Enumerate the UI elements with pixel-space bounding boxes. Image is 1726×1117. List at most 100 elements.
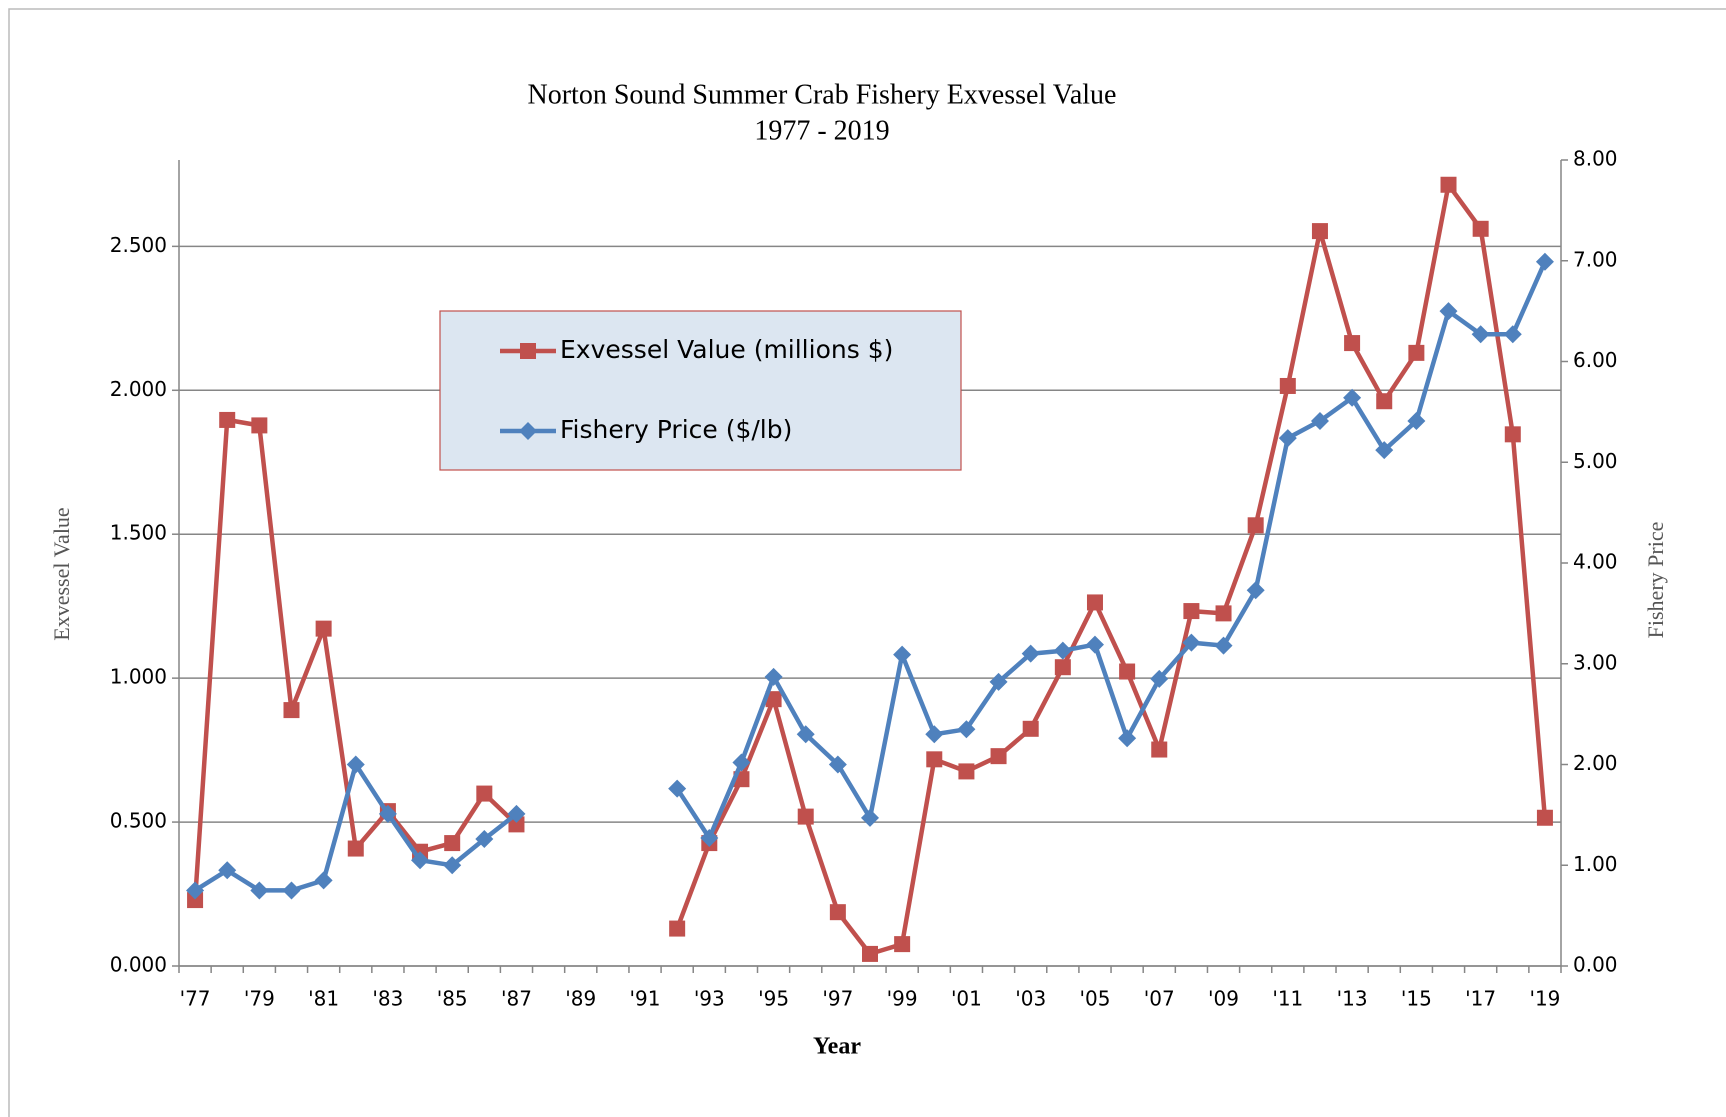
- y2-tick-label: 5.00: [1573, 449, 1618, 473]
- y2-tick-label: 4.00: [1573, 550, 1618, 574]
- point: [1278, 429, 1297, 448]
- point: [283, 702, 300, 719]
- point: [894, 936, 911, 953]
- x-tick-label: '07: [1144, 987, 1175, 1011]
- point: [764, 667, 783, 686]
- point: [1214, 636, 1233, 655]
- point: [507, 804, 526, 823]
- y-tick-label: 1.000: [110, 665, 167, 689]
- point: [508, 816, 525, 833]
- point: [862, 945, 878, 962]
- y2-tick-label: 6.00: [1573, 348, 1618, 372]
- point: [250, 881, 269, 900]
- point: [219, 411, 236, 428]
- x-tick-label: '79: [244, 987, 275, 1011]
- point: [444, 835, 461, 852]
- point: [989, 672, 1008, 691]
- x-tick-label: '89: [565, 987, 596, 1011]
- y-tick-label: 2.000: [110, 377, 167, 401]
- x-tick-label: '93: [694, 987, 725, 1011]
- x-tick-label: '97: [822, 987, 853, 1011]
- point: [1472, 220, 1489, 237]
- point: [1311, 223, 1328, 240]
- point: [1247, 517, 1264, 534]
- x-tick-label: '85: [437, 987, 468, 1011]
- point: [1376, 393, 1393, 410]
- point: [990, 748, 1007, 765]
- legend-marker: [519, 422, 537, 440]
- point: [411, 851, 430, 870]
- legend-label: Fishery Price ($/lb): [560, 415, 792, 444]
- point: [443, 856, 462, 875]
- x-tick-label: '99: [887, 987, 918, 1011]
- point: [1119, 663, 1136, 680]
- legend-marker: [520, 343, 536, 359]
- point: [765, 691, 782, 708]
- y2-tick-label: 7.00: [1573, 247, 1618, 271]
- legend-label: Exvessel Value (millions $): [560, 335, 893, 364]
- point: [1246, 581, 1265, 600]
- legend-box: [439, 310, 962, 471]
- x-tick-label: '19: [1529, 987, 1560, 1011]
- point: [926, 751, 943, 768]
- y2-tick-label: 8.00: [1573, 147, 1618, 171]
- x-tick-label: '83: [372, 987, 403, 1011]
- x-tick-label: '11: [1272, 987, 1303, 1011]
- y-tick-label: 2.500: [110, 233, 167, 257]
- point: [1151, 741, 1168, 758]
- point: [282, 881, 301, 900]
- point: [346, 755, 365, 774]
- point: [1183, 603, 1200, 620]
- point: [893, 645, 912, 664]
- x-tick-label: '91: [630, 987, 661, 1011]
- point: [1503, 325, 1522, 344]
- point: [1440, 176, 1457, 193]
- y-axis-title: Exvessel Value: [49, 507, 74, 640]
- series-line: [192, 182, 1548, 957]
- x-axis-title: Year: [813, 1034, 861, 1060]
- point: [957, 720, 976, 739]
- point: [796, 725, 815, 744]
- point: [828, 755, 847, 774]
- chart-title: Norton Sound Summer Crab Fishery Exvesse…: [528, 79, 1117, 110]
- y-tick-label: 1.500: [110, 521, 167, 545]
- point: [1471, 325, 1490, 344]
- point: [1021, 644, 1040, 663]
- point: [251, 417, 268, 434]
- y-tick-label: 0.000: [110, 953, 167, 977]
- point: [378, 804, 397, 823]
- point: [1085, 635, 1104, 654]
- y2-tick-label: 2.00: [1573, 751, 1618, 775]
- point: [732, 753, 751, 772]
- chart-subtitle: 1977 - 2019: [754, 115, 889, 146]
- point: [1022, 720, 1039, 737]
- point: [829, 904, 846, 921]
- y2-axis-title: Fishery Price: [1643, 522, 1668, 639]
- point: [669, 920, 686, 937]
- x-tick-label: '77: [180, 987, 211, 1011]
- point: [1536, 809, 1553, 826]
- point: [1053, 641, 1072, 660]
- point: [1439, 302, 1458, 321]
- x-tick-label: '15: [1401, 987, 1432, 1011]
- point: [925, 725, 944, 744]
- point: [1535, 252, 1554, 271]
- point: [186, 881, 205, 900]
- point: [1086, 594, 1103, 611]
- x-tick-label: '05: [1080, 987, 1111, 1011]
- point: [797, 808, 814, 825]
- point: [1344, 335, 1361, 352]
- point: [1310, 411, 1329, 430]
- y2-tick-label: 0.00: [1573, 953, 1618, 977]
- point: [1215, 605, 1232, 622]
- point: [700, 829, 719, 848]
- point: [1279, 377, 1296, 394]
- x-tick-label: '17: [1465, 987, 1496, 1011]
- point: [958, 763, 975, 780]
- x-tick-label: '95: [758, 987, 789, 1011]
- x-tick-label: '87: [501, 987, 532, 1011]
- point: [1182, 633, 1201, 652]
- x-tick-label: '09: [1208, 987, 1239, 1011]
- point: [1343, 388, 1362, 407]
